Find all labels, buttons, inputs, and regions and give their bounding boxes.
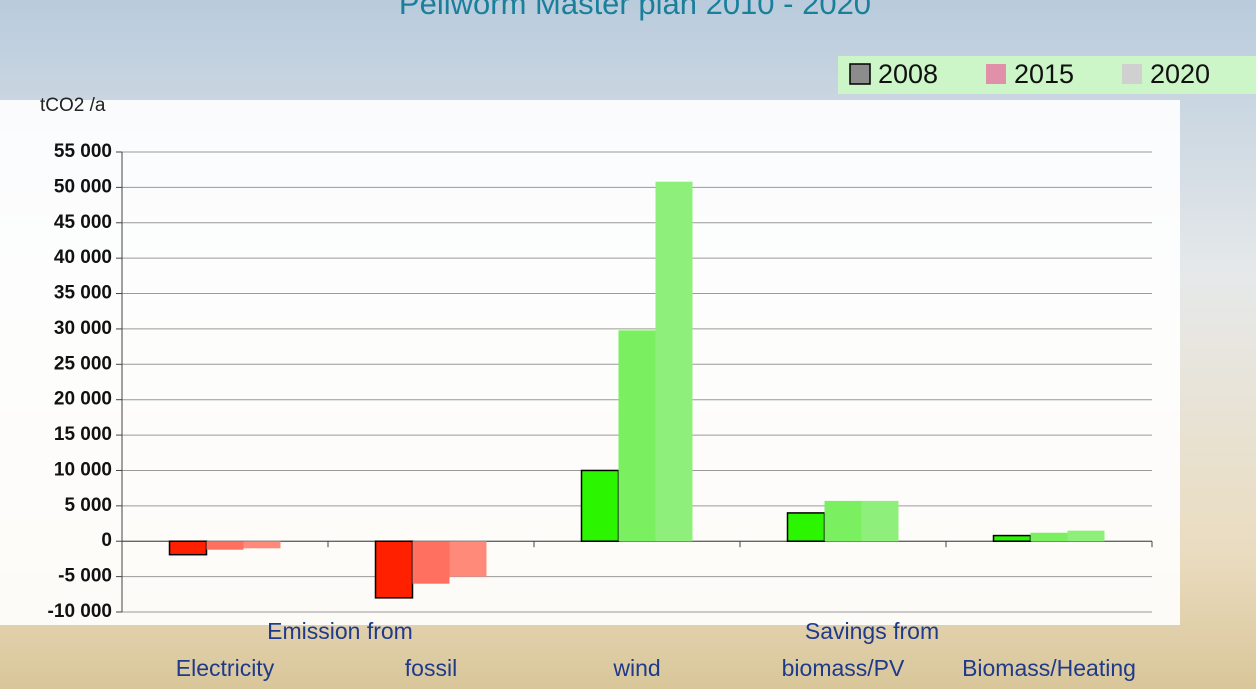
bar: [206, 541, 244, 550]
legend-label: 2008: [878, 59, 938, 89]
bar: [1067, 530, 1105, 542]
legend-label: 2020: [1150, 59, 1210, 89]
bar: [655, 181, 693, 542]
bar: [1030, 532, 1068, 542]
y-tick-label: 0: [101, 530, 112, 551]
bar: [861, 500, 899, 542]
annotation: Emission from: [267, 618, 413, 644]
legend-box: [838, 56, 1256, 94]
y-tick-label: 40 000: [54, 247, 112, 268]
bar: [786, 512, 826, 542]
y-axis-label: tCO2 /a: [40, 95, 106, 116]
y-tick-label: 35 000: [54, 283, 112, 304]
x-tick-label: wind: [612, 655, 660, 681]
y-tick-label: 5 000: [64, 495, 112, 516]
bar: [168, 540, 208, 556]
y-tick-label: 20 000: [54, 389, 112, 410]
bar: [618, 330, 656, 542]
y-tick-label: -5 000: [58, 566, 112, 587]
bar: [412, 541, 450, 584]
bar: [824, 500, 862, 542]
x-tick-label: Biomass/Heating: [962, 655, 1136, 681]
y-tick-label: 30 000: [54, 318, 112, 339]
chart-title: Pellworm Master plan 2010 - 2020: [399, 0, 871, 21]
y-tick-label: 55 000: [54, 141, 112, 162]
legend-swatch: [1122, 64, 1142, 84]
bar: [374, 540, 414, 599]
y-tick-label: 15 000: [54, 424, 112, 445]
legend-label: 2015: [1014, 59, 1074, 89]
y-tick-label: 50 000: [54, 176, 112, 197]
y-tick-label: 45 000: [54, 212, 112, 233]
y-tick-label: -10 000: [48, 601, 112, 622]
annotation: Savings from: [805, 618, 939, 644]
x-tick-label: biomass/PV: [782, 655, 905, 681]
bar: [992, 534, 1032, 542]
x-tick-label: Electricity: [176, 655, 275, 681]
y-tick-label: 25 000: [54, 353, 112, 374]
bar: [449, 541, 487, 577]
bar: [580, 469, 620, 542]
legend-swatch: [986, 64, 1006, 84]
x-tick-label: fossil: [405, 655, 457, 681]
legend-swatch: [849, 63, 871, 85]
bar: [243, 541, 281, 549]
y-tick-label: 10 000: [54, 459, 112, 480]
